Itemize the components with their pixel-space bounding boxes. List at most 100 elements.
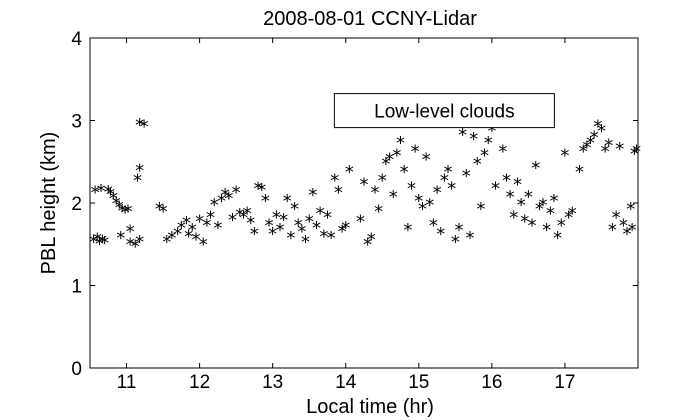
data-point: *: [553, 228, 562, 249]
data-point: *: [246, 213, 255, 234]
data-point: *: [115, 197, 124, 218]
data-point: *: [392, 146, 401, 167]
data-point: *: [433, 183, 442, 204]
x-tick-label: 12: [189, 372, 210, 393]
data-point: *: [630, 144, 639, 165]
x-tick-label: 13: [262, 372, 283, 393]
data-point: *: [135, 115, 144, 136]
y-tick-label: 3: [71, 112, 82, 133]
data-point: *: [429, 216, 438, 237]
x-axis-label: Local time (hr): [306, 396, 434, 418]
data-point: *: [345, 162, 354, 183]
data-point: *: [254, 179, 263, 200]
data-point: *: [95, 234, 104, 255]
data-point: *: [560, 146, 569, 167]
data-points: **************** ************************…: [89, 115, 641, 257]
data-point: *: [338, 221, 347, 242]
x-tick-label: 16: [481, 372, 502, 393]
data-point: *: [195, 212, 204, 233]
data-point: *: [100, 233, 109, 254]
data-point: *: [106, 184, 115, 205]
data-point: *: [118, 201, 127, 222]
data-point: *: [96, 181, 105, 202]
data-point: *: [444, 162, 453, 183]
data-point: *: [283, 191, 292, 212]
data-point: *: [374, 202, 383, 223]
data-point: *: [272, 207, 281, 228]
data-point: *: [381, 154, 390, 175]
x-tick-label: 17: [554, 372, 575, 393]
data-point: *: [418, 199, 427, 220]
data-point: *: [579, 141, 588, 162]
data-point: *: [491, 179, 500, 200]
data-point: *: [135, 232, 144, 253]
data-point: *: [356, 212, 365, 233]
data-point: *: [451, 232, 460, 253]
data-point: *: [546, 203, 555, 224]
data-point: *: [440, 170, 449, 191]
data-point: *: [458, 125, 467, 146]
data-point: *: [509, 207, 518, 228]
data-point: *: [465, 228, 474, 249]
data-point: *: [513, 174, 522, 195]
data-point: *: [126, 235, 135, 256]
data-point: *: [159, 202, 168, 223]
data-point: *: [575, 162, 584, 183]
data-point: *: [615, 139, 624, 160]
data-point: *: [323, 207, 332, 228]
data-point: *: [506, 187, 515, 208]
data-point: *: [628, 220, 637, 241]
data-point: *: [206, 207, 215, 228]
annotation-box: [333, 93, 555, 129]
data-point: *: [582, 137, 591, 158]
data-point: *: [517, 195, 526, 216]
data-point: *: [520, 212, 529, 233]
data-point: *: [250, 224, 259, 245]
data-point: *: [279, 210, 288, 231]
data-point: *: [396, 133, 405, 154]
data-point: *: [265, 216, 274, 237]
data-point: *: [422, 150, 431, 171]
data-point: *: [436, 224, 445, 245]
x-tick-label: 14: [335, 372, 357, 393]
data-point: *: [447, 179, 456, 200]
data-point: *: [341, 218, 350, 239]
data-point: *: [133, 170, 142, 191]
data-point: *: [131, 236, 140, 257]
y-axis-label: PBL height (km): [38, 132, 60, 275]
data-point: *: [484, 133, 493, 154]
data-point: *: [549, 191, 558, 212]
data-point: *: [568, 203, 577, 224]
data-point: *: [407, 179, 416, 200]
data-point: *: [370, 183, 379, 204]
data-point: *: [184, 226, 193, 247]
data-point: *: [400, 162, 409, 183]
data-point: *: [275, 220, 284, 241]
data-point: *: [104, 182, 113, 203]
data-point: *: [294, 216, 303, 237]
data-point: *: [327, 228, 336, 249]
chart-title: 2008-08-01 CCNY-Lidar: [263, 8, 477, 30]
data-point: *: [632, 141, 641, 162]
data-point: *: [528, 216, 537, 237]
data-point: *: [155, 199, 164, 220]
data-point: *: [268, 224, 277, 245]
data-point: *: [235, 205, 244, 226]
x-tick-label: 15: [408, 372, 429, 393]
data-point: *: [360, 174, 369, 195]
data-point: *: [199, 235, 208, 256]
data-point: *: [312, 218, 321, 239]
data-point: *: [411, 141, 420, 162]
y-tick-label: 4: [71, 29, 82, 50]
data-point: *: [524, 187, 533, 208]
data-point: *: [608, 220, 617, 241]
data-point: *: [89, 232, 98, 253]
data-point: *: [469, 129, 478, 150]
data-point: *: [135, 160, 144, 181]
data-point: *: [498, 141, 507, 162]
data-point: *: [98, 231, 107, 252]
y-tick-label: 1: [71, 277, 82, 298]
x-tick-label: 11: [117, 372, 137, 393]
data-point: *: [626, 199, 635, 220]
